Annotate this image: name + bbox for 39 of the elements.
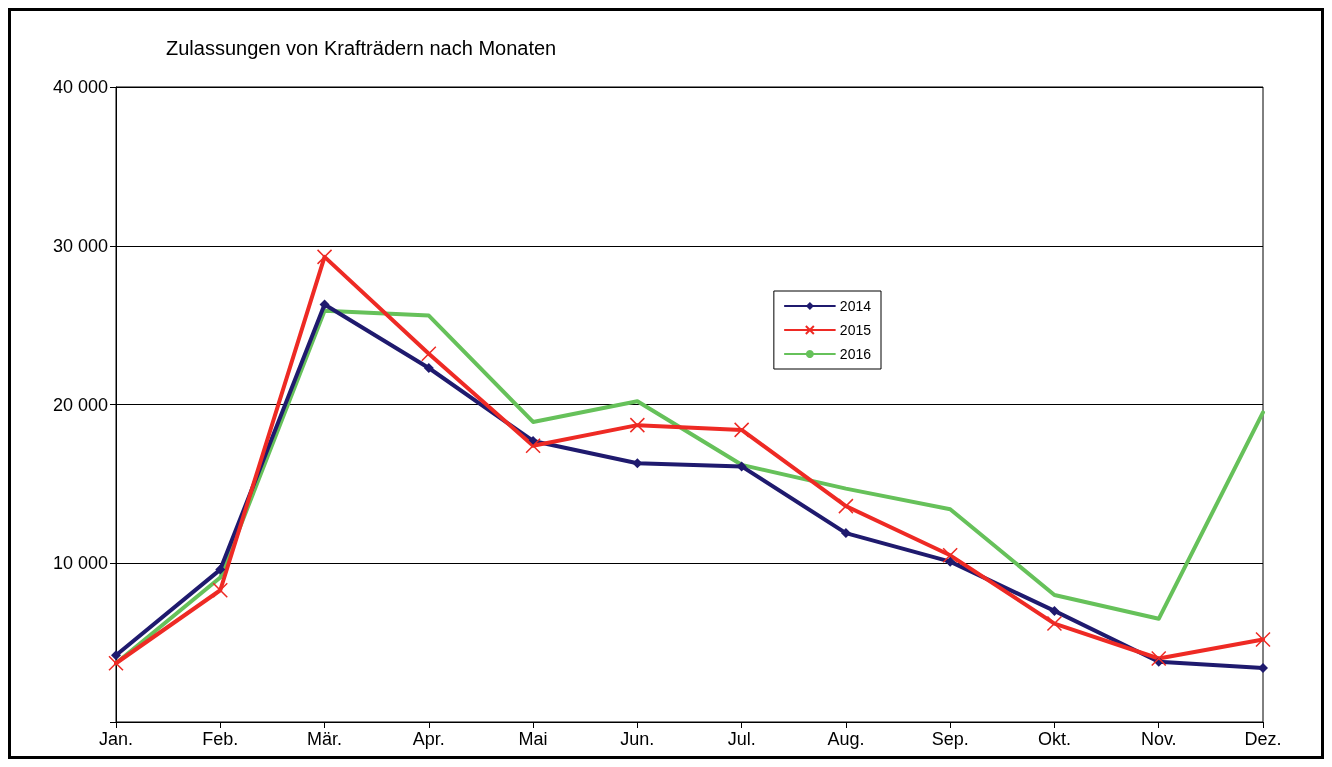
x-tick-label: Mai — [518, 729, 548, 749]
point — [108, 655, 124, 672]
point — [1255, 631, 1271, 648]
point — [111, 650, 121, 661]
x-tick-label: Jul. — [727, 729, 756, 749]
x-tick-label: Okt. — [1037, 729, 1071, 749]
y-tick-label: 40 000 — [52, 77, 108, 97]
chart-title: Zulassungen von Krafträdern nach Monaten — [166, 37, 557, 59]
y-tick-label: 20 000 — [52, 394, 108, 415]
y-tick-label: 10 000 — [52, 553, 108, 574]
point — [1150, 650, 1167, 667]
x-tick-label: Apr. — [412, 729, 445, 749]
x-tick-label: Feb. — [202, 729, 239, 749]
x-tick-label: Dez. — [1244, 729, 1282, 749]
point — [1049, 605, 1060, 616]
point — [319, 299, 330, 310]
point — [733, 422, 750, 438]
legend-label: 2014 — [839, 298, 872, 314]
x-tick-label: Mär. — [307, 729, 343, 749]
y-tick-label: 30 000 — [52, 235, 108, 256]
x-tick-label: Jan. — [98, 729, 134, 749]
point — [1046, 615, 1063, 632]
point — [215, 564, 226, 575]
point — [525, 438, 541, 454]
point — [1258, 663, 1268, 674]
point — [316, 249, 333, 265]
point — [629, 417, 646, 433]
x-tick-label: Nov. — [1140, 729, 1177, 749]
x-tick-label: Aug. — [827, 729, 865, 749]
x-tick-label: Sep. — [931, 729, 969, 749]
point — [838, 498, 854, 514]
legend-label: 2016 — [839, 346, 872, 362]
point — [840, 528, 851, 539]
x-tick-label: Jun. — [620, 729, 655, 749]
point — [423, 362, 434, 373]
point — [212, 582, 229, 598]
legend-label: 2015 — [839, 322, 872, 338]
point — [945, 556, 956, 567]
point — [942, 547, 958, 564]
